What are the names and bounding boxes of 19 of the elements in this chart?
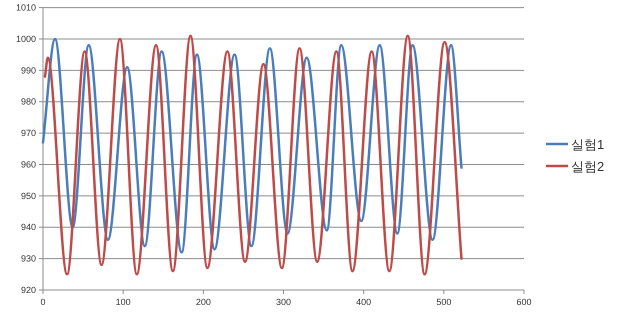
y-tick-label: 930 [20,254,36,264]
x-tick-label: 300 [276,297,292,307]
y-tick-label: 1010 [16,2,36,13]
legend-label: 실험1 [571,137,604,152]
x-tick-label: 0 [40,297,46,307]
y-tick-label: 990 [20,65,36,76]
x-tick-label: 600 [516,297,532,307]
x-tick-label: 500 [436,297,452,307]
y-tick-label: 980 [20,96,36,107]
x-tick-label: 400 [356,297,372,307]
y-tick-label: 940 [20,222,36,232]
legend-label: 실험2 [571,159,604,174]
y-tick-label: 970 [20,128,36,138]
y-tick-label: 1000 [16,34,36,44]
y-tick-label: 950 [20,190,36,201]
x-tick-label: 200 [196,297,211,307]
y-tick-label: 920 [20,285,36,295]
y-tick-label: 960 [20,159,36,170]
x-tick-label: 100 [116,297,131,307]
